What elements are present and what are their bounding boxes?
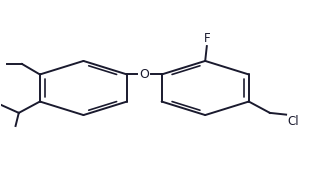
Text: O: O bbox=[140, 68, 149, 81]
Text: Cl: Cl bbox=[288, 115, 299, 128]
Text: F: F bbox=[203, 32, 210, 45]
